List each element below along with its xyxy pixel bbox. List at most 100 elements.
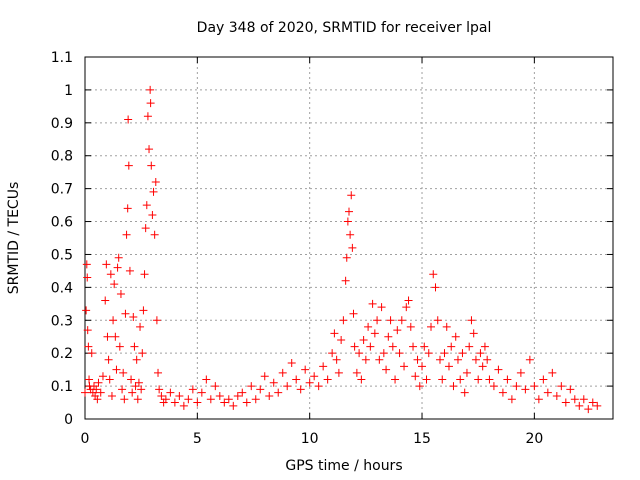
data-point	[507, 395, 516, 404]
data-point	[503, 375, 512, 384]
data-point	[102, 260, 111, 269]
data-point	[462, 368, 471, 377]
data-point	[337, 336, 346, 345]
data-point	[139, 306, 148, 315]
x-axis-label: GPS time / hours	[285, 458, 402, 474]
data-point	[124, 115, 133, 124]
data-point	[134, 378, 143, 387]
data-point	[93, 395, 102, 404]
data-point	[115, 342, 124, 351]
data-point	[415, 382, 424, 391]
data-point	[334, 368, 343, 377]
data-point	[84, 342, 93, 351]
data-point	[323, 375, 332, 384]
plot-frame	[84, 56, 614, 420]
data-point	[94, 378, 103, 387]
data-point	[366, 342, 375, 351]
data-point	[292, 375, 301, 384]
data-point	[310, 372, 319, 381]
data-point	[141, 224, 150, 233]
data-point	[543, 388, 552, 397]
data-point	[130, 342, 139, 351]
data-point	[516, 368, 525, 377]
data-point	[136, 322, 145, 331]
data-point	[357, 375, 366, 384]
data-point	[296, 385, 305, 394]
data-point	[460, 388, 469, 397]
data-point	[103, 332, 112, 341]
data-point	[332, 355, 341, 364]
x-tick-label: 5	[193, 431, 202, 447]
data-point	[411, 372, 420, 381]
data-point	[127, 375, 136, 384]
data-point	[83, 273, 92, 282]
data-point	[444, 362, 453, 371]
data-point	[341, 276, 350, 285]
data-point	[471, 355, 480, 364]
data-point	[111, 332, 120, 341]
y-tick-label: 0.1	[51, 379, 73, 395]
x-tick-label: 0	[81, 431, 90, 447]
data-point	[128, 388, 137, 397]
data-point	[265, 391, 274, 400]
data-point	[364, 322, 373, 331]
data-point	[429, 270, 438, 279]
data-point	[301, 365, 310, 374]
data-point	[330, 329, 339, 338]
data-point	[101, 296, 110, 305]
data-point	[107, 391, 116, 400]
data-point	[391, 375, 400, 384]
data-point	[447, 342, 456, 351]
data-point	[106, 270, 115, 279]
data-point	[548, 368, 557, 377]
data-point	[319, 362, 328, 371]
data-point	[368, 299, 377, 308]
data-point	[449, 382, 458, 391]
data-point	[593, 401, 602, 410]
data-point	[453, 355, 462, 364]
data-point	[352, 368, 361, 377]
data-point	[161, 395, 170, 404]
data-point	[104, 355, 113, 364]
data-point	[478, 362, 487, 371]
data-point	[406, 322, 415, 331]
data-point	[149, 187, 158, 196]
data-point	[82, 306, 91, 315]
data-point	[151, 178, 160, 187]
data-point	[166, 388, 175, 397]
data-point	[435, 355, 444, 364]
data-point	[121, 309, 130, 318]
y-tick-label: 1.1	[51, 50, 73, 66]
data-point	[386, 316, 395, 325]
data-point	[202, 375, 211, 384]
data-point	[112, 365, 121, 374]
data-point	[120, 395, 129, 404]
data-point	[98, 372, 107, 381]
data-point	[469, 329, 478, 338]
data-point	[359, 336, 368, 345]
data-point	[256, 385, 265, 394]
data-point	[152, 316, 161, 325]
data-point	[314, 382, 323, 391]
data-point	[129, 312, 138, 321]
data-point	[489, 382, 498, 391]
data-point	[346, 230, 355, 239]
data-point	[561, 398, 570, 407]
data-point	[512, 382, 521, 391]
data-point	[148, 210, 157, 219]
data-point	[465, 342, 474, 351]
data-point	[155, 385, 164, 394]
data-point	[438, 375, 447, 384]
data-point	[81, 388, 89, 397]
data-point	[588, 398, 597, 407]
data-point	[131, 382, 140, 391]
axis-ticks	[84, 56, 613, 420]
data-point	[215, 391, 224, 400]
data-point	[83, 326, 92, 335]
data-point	[140, 270, 149, 279]
data-point	[483, 355, 492, 364]
data-point	[393, 326, 402, 335]
data-point	[251, 395, 260, 404]
data-point	[211, 382, 220, 391]
